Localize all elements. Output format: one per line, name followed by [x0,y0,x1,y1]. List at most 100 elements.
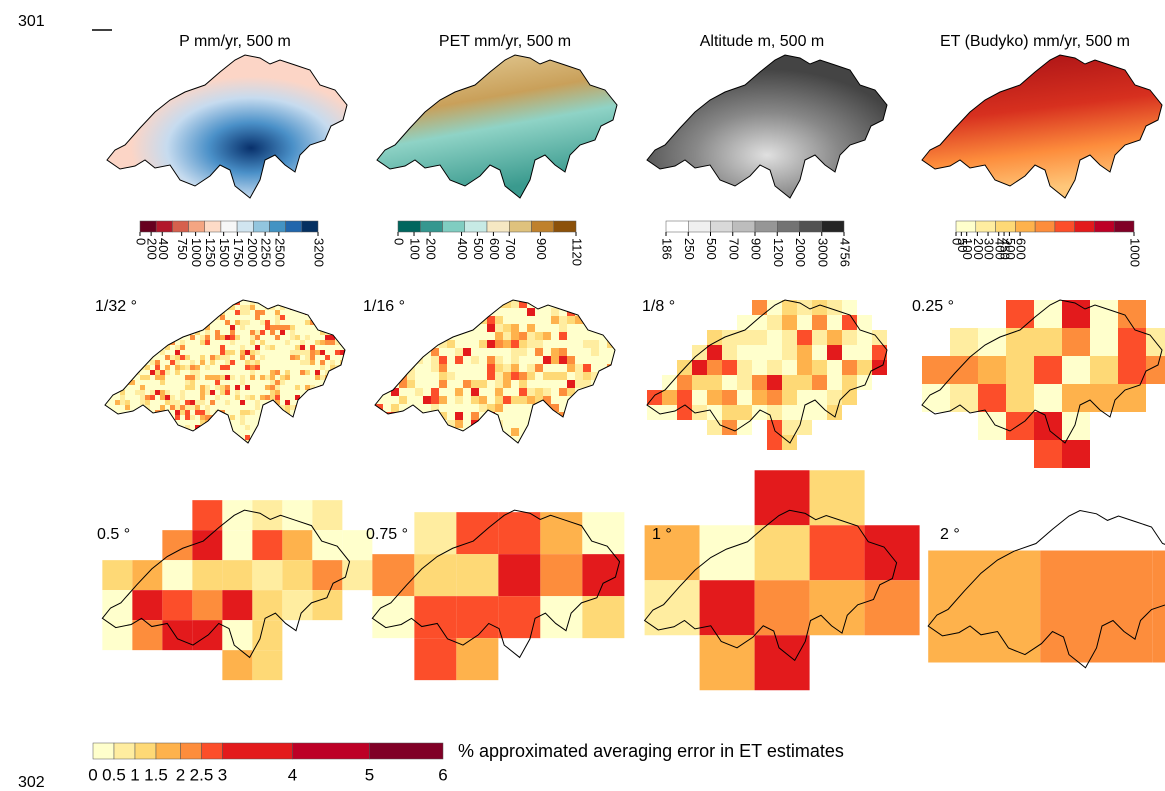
grid-cell [235,345,240,350]
grid-cell [300,345,305,350]
grid-cell [479,332,487,340]
colorbar-swatch [1055,221,1075,232]
grid-cell [290,385,295,390]
grid-cell [519,388,527,396]
grid-cell [1034,328,1062,356]
grid-cell [797,315,812,330]
grid-cell [767,330,782,345]
grid-cell [767,360,782,375]
grid-cell [230,355,235,360]
grid-cell [175,380,180,385]
grid-cell [519,404,527,412]
grid-cell [245,340,250,345]
grid-cell [250,390,255,395]
grid-cell [479,396,487,404]
grid-cell [511,388,519,396]
grid-cell [275,375,280,380]
grid-cell [330,340,335,345]
grid-cell [285,340,290,345]
grid-cell [230,325,235,330]
grid-cell [315,360,320,365]
grid-cell [456,596,498,638]
grid-cell [285,360,290,365]
grid-cell [519,316,527,324]
grid-cell [290,315,295,320]
grid-cell [265,385,270,390]
legend-swatch [114,743,135,759]
grid-cell [185,365,190,370]
grid-cell [200,380,205,385]
grid-cell [285,330,290,335]
grid-cell [305,335,310,340]
grid-cell [320,360,325,365]
grid-cell [260,360,265,365]
grid-cell [180,405,185,410]
grid-cell [265,380,270,385]
grid-cell [230,400,235,405]
grid-cell [215,350,220,355]
grid-cell [245,385,250,390]
grid-cell [285,400,290,405]
grid-cell [250,370,255,375]
grid-cell [782,345,797,360]
grid-map [928,551,1165,663]
grid-cell [245,380,250,385]
grid-cell [162,620,192,650]
grid-cell [495,332,503,340]
grid-cell [255,400,260,405]
grid-cell [240,390,245,395]
grid-cell [543,396,551,404]
colorbar-swatch [487,221,509,232]
grid-cell [415,388,423,396]
grid-cell [330,360,335,365]
grid-cell [190,415,195,420]
grid-cell [260,330,265,335]
grid-cell [140,380,145,385]
grid-cell [165,370,170,375]
grid-cell [567,316,575,324]
grid-cell [471,340,479,348]
grid-cell [215,390,220,395]
grid-cell [439,380,447,388]
grid-cell [145,375,150,380]
grid-cell [310,350,315,355]
grid-cell [415,380,423,388]
grid-cell [407,364,415,372]
grid-cell [225,355,230,360]
grid-cell [567,340,575,348]
grid-cell [250,425,255,430]
grid-cell [575,380,583,388]
grid-cell [170,390,175,395]
grid-cell [270,380,275,385]
colorbar-tick-label: 500 [704,238,719,260]
grid-cell [145,370,150,375]
grid-cell [165,380,170,385]
grid-cell [559,372,567,380]
grid-cell [519,380,527,388]
grid-cell [737,375,752,390]
legend-swatch [293,743,370,759]
grid-cell [185,345,190,350]
grid-cell [320,375,325,380]
grid-cell [240,410,245,415]
grid-cell [295,315,300,320]
grid-cell [222,620,252,650]
grid-cell [455,404,463,412]
grid-cell [295,365,300,370]
colorbar-swatch [140,221,156,232]
grid-cell [280,370,285,375]
grid-cell [290,355,295,360]
colorbar-tick-label: 600 [1014,238,1029,260]
grid-cell [205,360,210,365]
grid-cell [250,360,255,365]
grid-cell [220,390,225,395]
grid-cell [245,360,250,365]
grid-cell [591,324,599,332]
grid-cell [1006,328,1034,356]
grid-cell [230,375,235,380]
legend-tick-label: 1 [130,765,139,784]
grid-cell [511,412,519,420]
grid-cell [551,364,559,372]
grid-cell [285,385,290,390]
grid-cell [132,590,162,620]
